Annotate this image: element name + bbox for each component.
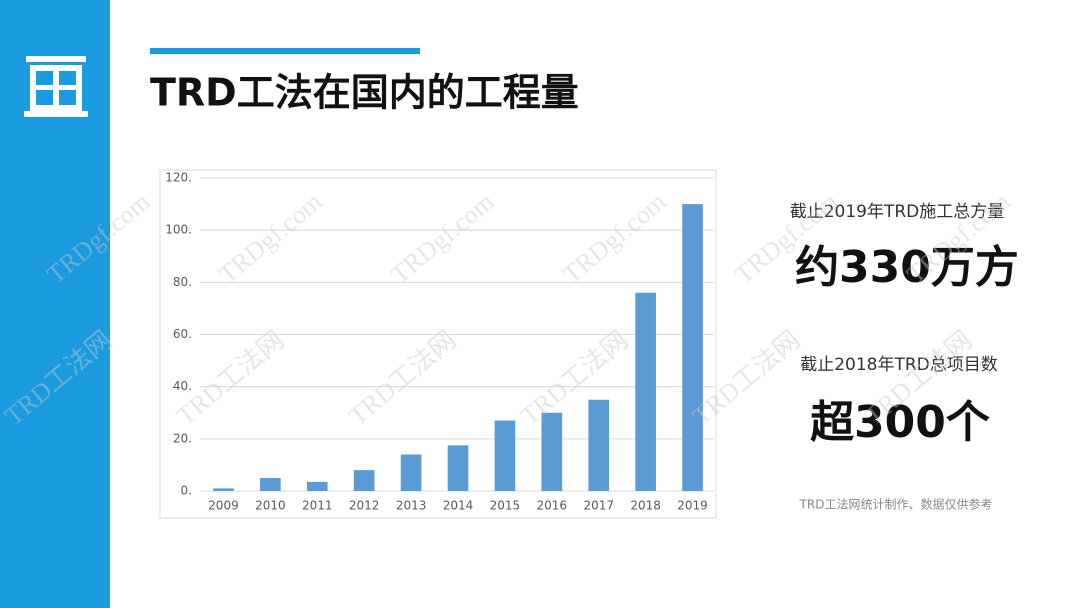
bar <box>682 204 703 492</box>
bar <box>353 470 375 491</box>
x-tick-label: 2016 <box>537 499 568 513</box>
watermark: TRDgf.com <box>385 187 499 290</box>
x-tick-label: 2010 <box>255 499 286 513</box>
bar <box>260 477 281 491</box>
watermark: TRD工法网 <box>687 325 805 431</box>
y-tick-label: 100. <box>165 223 192 237</box>
y-tick-label: 120. <box>165 171 192 185</box>
y-tick-label: 60. <box>173 327 192 341</box>
stat-value: 约330万方 <box>795 242 1019 293</box>
bar <box>447 445 469 491</box>
x-tick-label: 2019 <box>677 499 708 513</box>
watermark: TRDgf.com <box>557 187 671 290</box>
stat-label: 截止2018年TRD总项目数 <box>800 355 998 375</box>
bar <box>400 454 422 491</box>
y-tick-label: 40. <box>173 379 192 393</box>
note: TRD工法网统计制作、数据仅供参考 <box>799 497 993 512</box>
y-tick-label: 20. <box>173 431 192 445</box>
watermarks: TRDgf.comTRD工法网TRDgf.comTRD工法网TRDgf.comT… <box>0 187 1016 431</box>
bar <box>306 481 328 491</box>
watermark: TRD工法网 <box>515 325 633 431</box>
y-tick-label: 80. <box>173 275 192 289</box>
x-tick-label: 2017 <box>583 499 614 513</box>
plot: 0. 20. 40. 60. 80. 100. 120. 2009 2010 2011 2012 20… <box>165 171 714 513</box>
x-tick-label: 2015 <box>490 499 521 513</box>
chart-frame <box>159 169 717 519</box>
y-tick-label: 0. <box>181 484 192 498</box>
stat-label: 截止2019年TRD施工总方量 <box>790 202 1005 222</box>
x-tick-label: 2018 <box>630 499 661 513</box>
x-tick-label: 2013 <box>396 499 427 513</box>
watermark: TRD工法网 <box>343 325 461 431</box>
building-icon <box>24 56 88 117</box>
title: TRD工法在国内的工程量 <box>150 71 579 115</box>
x-tick-label: 2009 <box>208 499 239 513</box>
bar <box>213 488 234 491</box>
bar <box>494 420 516 491</box>
x-tick-label: 2011 <box>302 499 333 513</box>
stat-value: 超300个 <box>810 397 990 448</box>
bar <box>635 292 656 491</box>
title-bar <box>150 48 420 54</box>
watermark: TRDgf.com <box>213 187 327 290</box>
bar <box>588 399 610 491</box>
x-tick-label: 2014 <box>443 499 474 513</box>
bar <box>541 412 563 491</box>
watermark: TRD工法网 <box>171 325 289 431</box>
x-tick-label: 2012 <box>349 499 380 513</box>
